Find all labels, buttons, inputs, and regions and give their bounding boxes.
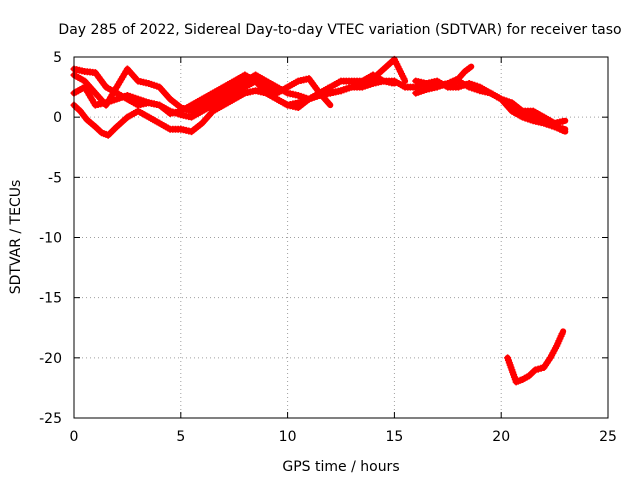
data-point [559, 126, 567, 134]
series-track-4 [70, 84, 334, 139]
x-tick-label: 5 [176, 429, 185, 445]
data-point [559, 117, 567, 125]
series-track-7 [412, 63, 475, 97]
data-point [465, 64, 473, 72]
tick-labels: 0 5 10 15 20 25 5 0 -5 -10 -15 -20 -25 [39, 50, 617, 445]
data-point [558, 330, 566, 338]
y-tick-label: -15 [39, 291, 62, 307]
x-tick-label: 15 [385, 429, 403, 445]
plot-frame [73, 56, 609, 419]
series-track-8 [497, 95, 569, 135]
y-tick-label: 5 [53, 50, 62, 66]
data-marks [70, 55, 569, 386]
y-tick-label: -20 [39, 351, 62, 367]
data-point [325, 99, 333, 107]
x-tick-label: 20 [492, 429, 510, 445]
y-tick-label: 0 [53, 110, 62, 126]
y-tick-label: -10 [39, 231, 62, 247]
y-axis-label: SDTVAR / TECUs [8, 180, 24, 295]
series-track-9 [504, 328, 567, 386]
data-point [400, 75, 408, 83]
series-track-2 [70, 55, 409, 115]
x-axis-label: GPS time / hours [282, 459, 399, 475]
x-tick-label: 10 [279, 429, 297, 445]
x-tick-label: 25 [599, 429, 617, 445]
x-tick-label: 0 [70, 429, 79, 445]
y-tick-label: -5 [48, 170, 62, 186]
chart-title: Day 285 of 2022, Sidereal Day-to-day VTE… [58, 22, 621, 38]
data-point [324, 84, 332, 92]
y-tick-label: -25 [39, 411, 62, 427]
